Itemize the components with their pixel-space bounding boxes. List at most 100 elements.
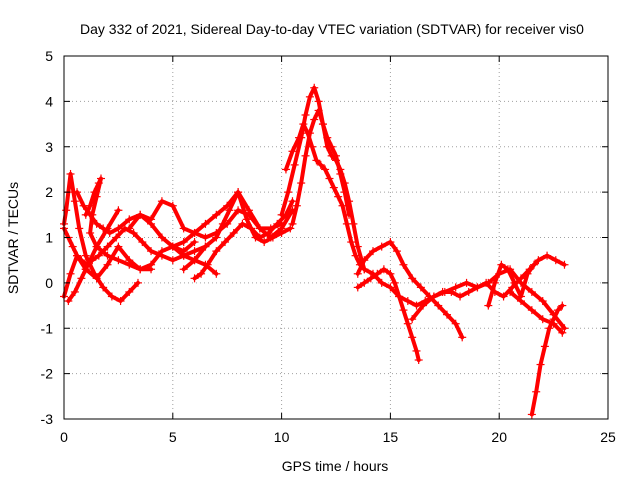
data-point-marker: [532, 387, 541, 396]
data-point-marker: [416, 283, 425, 292]
data-point-marker: [456, 292, 465, 301]
data-point-marker: [334, 192, 343, 201]
data-point-marker: [77, 256, 86, 265]
data-point-marker: [360, 265, 369, 274]
data-point-marker: [332, 151, 340, 160]
data-point-marker: [368, 269, 377, 278]
data-point-marker: [386, 238, 395, 247]
data-point-marker: [70, 287, 79, 296]
data-point-marker: [75, 224, 84, 233]
data-point-marker: [147, 265, 156, 274]
data-point-marker: [499, 292, 508, 301]
data-point-marker: [73, 188, 82, 197]
data-point-marker: [92, 242, 101, 251]
data-point-marker: [125, 260, 134, 269]
x-tick-label: 0: [60, 429, 68, 445]
data-point-marker: [92, 219, 101, 228]
data-point-marker: [64, 297, 73, 306]
data-point-marker: [527, 306, 536, 315]
data-point-marker: [190, 274, 199, 283]
data-point-marker: [530, 260, 539, 269]
data-point-marker: [86, 201, 95, 210]
x-tick-label: 5: [169, 429, 177, 445]
data-point-marker: [107, 292, 116, 301]
series-track-18: [484, 260, 539, 310]
series-track-5: [81, 174, 156, 274]
series-track-12: [281, 120, 364, 269]
data-point-marker: [347, 238, 356, 247]
data-point-marker: [86, 256, 95, 265]
y-axis-label: SDTVAR / TECUs: [5, 182, 21, 294]
x-axis-label: GPS time / hours: [282, 458, 389, 474]
data-point-marker: [551, 256, 560, 265]
axis-ticks: 0 5 10 15 20 25 -3 -2 -1 0 1 2 3 4 5: [41, 48, 616, 445]
data-point-marker: [190, 228, 199, 237]
data-point-marker: [62, 206, 71, 215]
data-point-marker: [377, 278, 386, 287]
series-track-20: [506, 287, 567, 337]
data-point-marker: [403, 319, 412, 328]
data-point-marker: [408, 315, 417, 324]
data-point-marker: [301, 110, 310, 119]
data-point-marker: [458, 333, 467, 342]
data-point-marker: [534, 256, 543, 265]
y-tick-label: 0: [45, 275, 53, 291]
data-point-marker: [281, 165, 290, 174]
data-point-marker: [540, 342, 549, 351]
data-point-marker: [403, 297, 412, 306]
data-point-marker: [247, 224, 256, 233]
y-tick-label: -1: [41, 320, 54, 336]
data-point-marker: [434, 301, 443, 310]
data-point-marker: [290, 160, 299, 169]
data-point-marker: [440, 287, 449, 296]
data-point-marker: [242, 215, 251, 224]
data-point-marker: [288, 147, 297, 156]
data-point-marker: [321, 165, 330, 174]
data-point-marker: [218, 219, 227, 228]
data-point-marker: [543, 251, 552, 260]
data-point-marker: [260, 238, 269, 247]
data-point-marker: [310, 83, 319, 92]
data-point-marker: [312, 156, 321, 165]
data-point-marker: [92, 192, 101, 201]
series-track-10: [190, 197, 297, 283]
data-point-marker: [288, 219, 297, 228]
data-point-marker: [318, 120, 327, 129]
data-point-marker: [386, 283, 395, 292]
data-point-marker: [201, 233, 210, 242]
data-point-marker: [506, 287, 515, 296]
data-point-marker: [88, 210, 97, 219]
data-point-marker: [229, 228, 238, 237]
data-point-marker: [273, 219, 282, 228]
data-point-marker: [560, 260, 569, 269]
data-point-marker: [157, 251, 166, 260]
data-point-marker: [94, 179, 103, 188]
data-point-marker: [366, 274, 375, 283]
data-point-marker: [125, 287, 134, 296]
x-tick-label: 20: [491, 429, 507, 445]
data-point-marker: [497, 260, 506, 269]
data-point-marker: [316, 160, 325, 169]
data-point-marker: [221, 238, 230, 247]
data-point-marker: [503, 265, 512, 274]
data-point-marker: [136, 265, 145, 274]
data-point-marker: [338, 201, 347, 210]
data-point-marker: [553, 306, 562, 315]
data-point-marker: [147, 215, 156, 224]
data-point-marker: [538, 315, 547, 324]
data-point-marker: [292, 201, 301, 210]
data-point-marker: [351, 251, 360, 260]
y-tick-label: 3: [45, 139, 53, 155]
data-point-marker: [190, 238, 199, 247]
series-track-15: [353, 265, 423, 365]
data-point-marker: [353, 269, 362, 278]
data-point-marker: [314, 97, 323, 106]
data-point-marker: [288, 197, 297, 206]
data-point-marker: [114, 256, 123, 265]
data-point-marker: [238, 219, 247, 228]
data-point-marker: [305, 129, 314, 138]
series-track-13: [288, 106, 354, 228]
data-point-marker: [264, 228, 273, 237]
data-point-marker: [125, 215, 134, 224]
data-point-marker: [268, 233, 277, 242]
